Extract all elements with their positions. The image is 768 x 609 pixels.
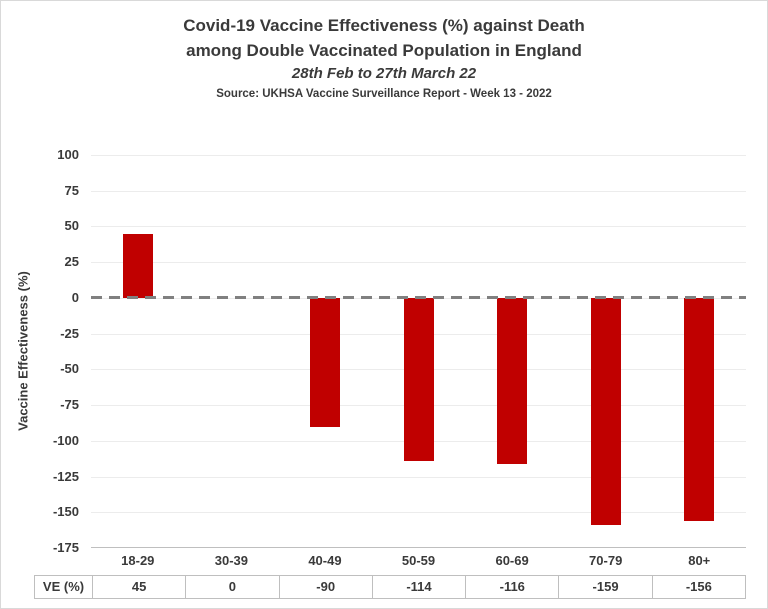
x-axis-label-18-29: 18-29 bbox=[121, 553, 155, 568]
x-axis-label-50-59: 50-59 bbox=[401, 553, 436, 568]
x-axis-label-70-79: 70-79 bbox=[589, 553, 623, 568]
x-axis-label-60-69: 60-69 bbox=[495, 553, 529, 568]
chart-title-line2: among Double Vaccinated Population in En… bbox=[186, 41, 582, 60]
chart-title-line1: Covid-19 Vaccine Effectiveness (%) again… bbox=[183, 16, 585, 35]
y-tick-label: -75 bbox=[60, 397, 79, 413]
gridline bbox=[91, 155, 746, 156]
y-tick-label: 50 bbox=[64, 218, 79, 234]
y-tick-label: -125 bbox=[52, 468, 79, 484]
x-axis-label-80+: 80+ bbox=[688, 553, 711, 568]
ve-value-18-29: 45 bbox=[92, 576, 185, 598]
ve-row-label: VE (%) bbox=[42, 579, 85, 594]
ve-value-60-69: -116 bbox=[465, 576, 558, 598]
chart-header: Covid-19 Vaccine Effectiveness (%) again… bbox=[1, 13, 767, 103]
y-tick-label: 25 bbox=[64, 254, 79, 270]
y-tick-label: -25 bbox=[60, 325, 79, 341]
plot-area bbox=[91, 155, 746, 548]
y-tick-label: -150 bbox=[52, 504, 79, 520]
x-axis-labels: 18-29 30-39 40-49 50-59 60-69 70-79 80+ bbox=[91, 553, 746, 568]
chart-source: Source: UKHSA Vaccine Surveillance Repor… bbox=[216, 88, 552, 100]
ve-value-30-39: 0 bbox=[185, 576, 278, 598]
ve-value-80+: -156 bbox=[651, 576, 745, 598]
x-axis-label-30-39: 30-39 bbox=[214, 553, 248, 568]
y-tick-label: -100 bbox=[52, 432, 79, 448]
bar-80+ bbox=[684, 297, 715, 521]
gridline bbox=[91, 262, 746, 264]
gridline bbox=[91, 226, 746, 228]
gridline bbox=[91, 512, 746, 514]
y-tick-label: -50 bbox=[60, 361, 79, 377]
ve-data-table: VE (%) 45 0 -90 -114 -116 -159 -156 bbox=[34, 575, 746, 599]
gridline bbox=[91, 190, 746, 192]
bar-50-59 bbox=[403, 297, 434, 461]
gridline bbox=[91, 476, 746, 478]
bar-18-29 bbox=[122, 233, 153, 298]
bar-60-69 bbox=[497, 297, 528, 464]
bar-70-79 bbox=[590, 297, 621, 526]
y-tick-label: 100 bbox=[57, 147, 79, 162]
zero-reference-line bbox=[91, 296, 746, 300]
x-axis-label-40-49: 40-49 bbox=[308, 553, 342, 568]
y-tick-label: 0 bbox=[71, 289, 79, 305]
ve-value-70-79: -159 bbox=[558, 576, 651, 598]
ve-value-50-59: -114 bbox=[371, 576, 465, 598]
bar-40-49 bbox=[309, 297, 340, 427]
y-axis-tick-labels: 100 75 50 25 0 -25 -50 -75 -100 -125 -150 -175 bbox=[1, 147, 85, 555]
ve-value-40-49: -90 bbox=[278, 576, 372, 598]
y-tick-label: 75 bbox=[64, 182, 79, 198]
chart-subtitle: 28th Feb to 27th March 22 bbox=[291, 65, 477, 82]
y-tick-label: -175 bbox=[52, 540, 79, 555]
